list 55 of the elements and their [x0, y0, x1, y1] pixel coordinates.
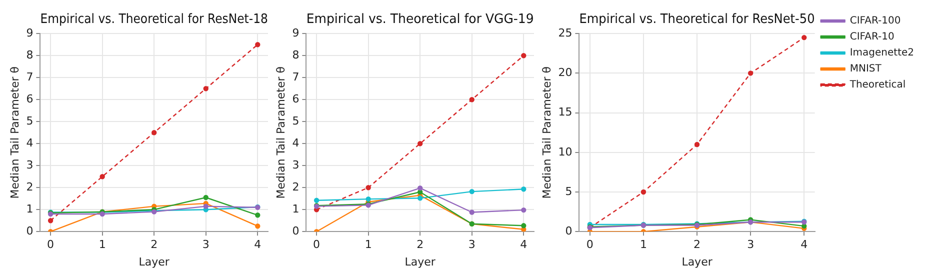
y-tick-label: 4 [292, 136, 300, 150]
chart-title: Empirical vs. Theoretical for ResNet-50 [579, 10, 815, 26]
y-tick-label: 1 [26, 202, 34, 216]
x-tick-label: 3 [202, 238, 210, 252]
x-tick-label: 3 [747, 238, 754, 252]
legend-label: CIFAR-100 [850, 16, 901, 27]
y-tick-label: 5 [26, 114, 34, 128]
y-tick-label: 0 [565, 224, 572, 238]
y-tick-label: 25 [558, 26, 572, 40]
x-tick-label: 1 [98, 238, 106, 252]
y-tick-label: 15 [558, 106, 572, 119]
y-tick-label: 8 [26, 48, 34, 62]
y-tick-label: 9 [292, 26, 300, 40]
y-tick-label: 3 [26, 158, 34, 172]
x-tick-label: 4 [520, 238, 528, 252]
legend-label: Theoretical [848, 80, 906, 91]
x-tick-label: 4 [800, 238, 808, 252]
y-tick-label: 7 [26, 70, 34, 84]
y-axis-title: Median Tail Parameter θ [8, 66, 22, 199]
x-tick-label: 1 [364, 238, 372, 252]
y-tick-label: 6 [26, 92, 34, 106]
x-tick-label: 4 [254, 238, 262, 252]
x-tick-label: 0 [586, 238, 594, 252]
y-tick-label: 2 [292, 180, 300, 194]
y-tick-label: 6 [292, 92, 300, 106]
x-axis-title: Layer [682, 255, 713, 268]
chart-title: Empirical vs. Theoretical for ResNet-18 [40, 12, 268, 26]
x-tick-label: 1 [640, 238, 647, 252]
y-axis-title: Median Tail Parameter θ [540, 66, 554, 199]
y-tick-label: 0 [26, 224, 34, 238]
y-tick-label: 20 [558, 66, 572, 80]
y-axis-title: Median Tail Parameter θ [274, 66, 288, 199]
y-tick-label: 9 [26, 26, 34, 40]
y-tick-label: 5 [292, 114, 300, 128]
y-tick-label: 3 [292, 158, 300, 172]
y-tick-label: 7 [292, 70, 300, 84]
x-tick-label: 0 [313, 238, 320, 252]
x-tick-label: 2 [694, 238, 701, 252]
x-axis-title: Layer [138, 255, 170, 268]
x-tick-label: 0 [47, 238, 54, 252]
x-tick-label: 3 [468, 238, 476, 252]
y-tick-label: 0 [292, 224, 300, 238]
y-tick-label: 1 [292, 202, 300, 216]
legend-label: CIFAR-10 [850, 32, 894, 43]
x-axis-title: Layer [404, 255, 436, 268]
y-tick-label: 2 [26, 180, 34, 194]
legend-label: MNIST [850, 64, 882, 75]
legend-label: Imagenette2 [850, 48, 914, 59]
y-tick-label: 8 [292, 48, 300, 62]
y-tick-label: 4 [26, 136, 34, 150]
y-tick-label: 10 [558, 145, 572, 158]
y-tick-label: 5 [565, 184, 572, 198]
chart-title: Empirical vs. Theoretical for VGG-19 [306, 12, 534, 28]
x-tick-label: 2 [416, 238, 424, 252]
x-tick-label: 2 [150, 238, 158, 252]
